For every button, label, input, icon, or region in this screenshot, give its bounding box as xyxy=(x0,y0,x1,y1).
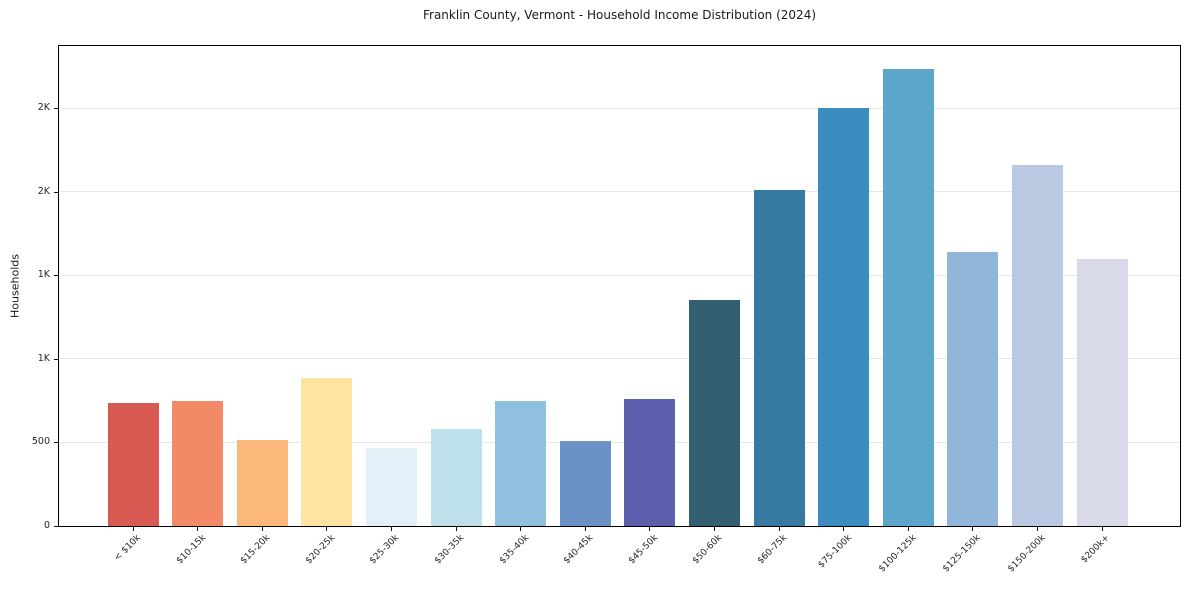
bar-$45-50k xyxy=(624,399,676,526)
x-tick-mark xyxy=(520,527,522,531)
y-tick-label-text: 0 xyxy=(43,520,50,531)
x-tick-mark xyxy=(1101,527,1103,531)
x-tick-mark xyxy=(843,527,845,531)
bar-$60-75k xyxy=(753,190,805,526)
plot-area xyxy=(58,45,1181,527)
y-axis-title-text: Households xyxy=(8,254,22,318)
bar-$200k+ xyxy=(1076,258,1128,526)
bar-$50-60k xyxy=(688,300,740,526)
gridline xyxy=(59,441,1180,443)
x-tick-mark xyxy=(972,527,974,531)
bar-$20-25k xyxy=(301,378,353,526)
x-tick-label-text: $35-40k xyxy=(497,533,531,567)
x-tick-label-text: < $10k xyxy=(112,533,144,564)
x-tick-label-text: $25-30k xyxy=(368,533,402,567)
y-tick-mark xyxy=(54,191,58,193)
x-tick-label-text: $45-50k xyxy=(626,533,660,567)
gridline xyxy=(59,191,1180,193)
y-tick-label-text: 1K xyxy=(37,269,50,281)
x-tick-label-text: $40-45k xyxy=(561,533,596,567)
x-tick-label-text: $75-100k xyxy=(816,533,854,571)
gridline xyxy=(59,107,1180,109)
x-tick-mark xyxy=(907,527,909,531)
x-tick-mark xyxy=(713,527,715,531)
y-tick-mark xyxy=(54,275,58,277)
y-tick-mark xyxy=(54,442,58,444)
x-tick-label-text: $150-200k xyxy=(1006,533,1048,575)
bar-< $10k xyxy=(107,402,159,526)
x-tick-label-text: $100-125k xyxy=(876,533,919,575)
bar-$75-100k xyxy=(818,108,870,526)
x-tick-mark xyxy=(390,527,392,531)
bar-$40-45k xyxy=(559,440,611,526)
x-tick-mark xyxy=(197,527,199,531)
x-tick-label-text: $125-150k xyxy=(941,533,983,575)
x-tick-label-text: $60-75k xyxy=(755,533,790,567)
x-tick-label-text: $200k+ xyxy=(1079,533,1113,566)
x-tick-label-text: $30-35k xyxy=(432,533,467,567)
bar-$30-35k xyxy=(430,429,482,526)
chart-title: Franklin County, Vermont - Household Inc… xyxy=(422,8,817,22)
y-tick-label-text: 2K xyxy=(37,102,50,114)
y-tick-label-text: 2K xyxy=(37,185,50,197)
x-tick-mark xyxy=(1036,527,1038,531)
x-tick-mark xyxy=(778,527,780,531)
bar-$15-20k xyxy=(236,439,288,526)
x-tick-label-text: $15-20k xyxy=(238,533,273,567)
y-tick-label-text: 1K xyxy=(37,352,50,364)
bar-$25-30k xyxy=(365,448,417,526)
gridline xyxy=(59,358,1180,360)
x-tick-label-text: $10-15k xyxy=(174,533,208,567)
gridline xyxy=(59,274,1180,276)
bar-$100-125k xyxy=(882,68,934,526)
bar-$35-40k xyxy=(495,400,547,526)
x-tick-label-text: $20-25k xyxy=(303,533,337,567)
y-tick-mark xyxy=(54,108,58,110)
y-tick-mark xyxy=(54,526,58,527)
y-tick-mark xyxy=(54,358,58,360)
x-tick-mark xyxy=(132,527,134,531)
y-tick-label-text: 500 xyxy=(31,436,50,448)
x-tick-mark xyxy=(261,527,263,531)
x-tick-mark xyxy=(584,527,586,531)
bar-$150-200k xyxy=(1011,165,1063,526)
bar-$10-15k xyxy=(172,400,224,526)
x-tick-mark xyxy=(455,527,457,531)
x-tick-mark xyxy=(326,527,328,531)
bar-$125-150k xyxy=(947,251,999,526)
x-tick-label-text: $50-60k xyxy=(691,533,725,567)
x-tick-mark xyxy=(649,527,651,531)
